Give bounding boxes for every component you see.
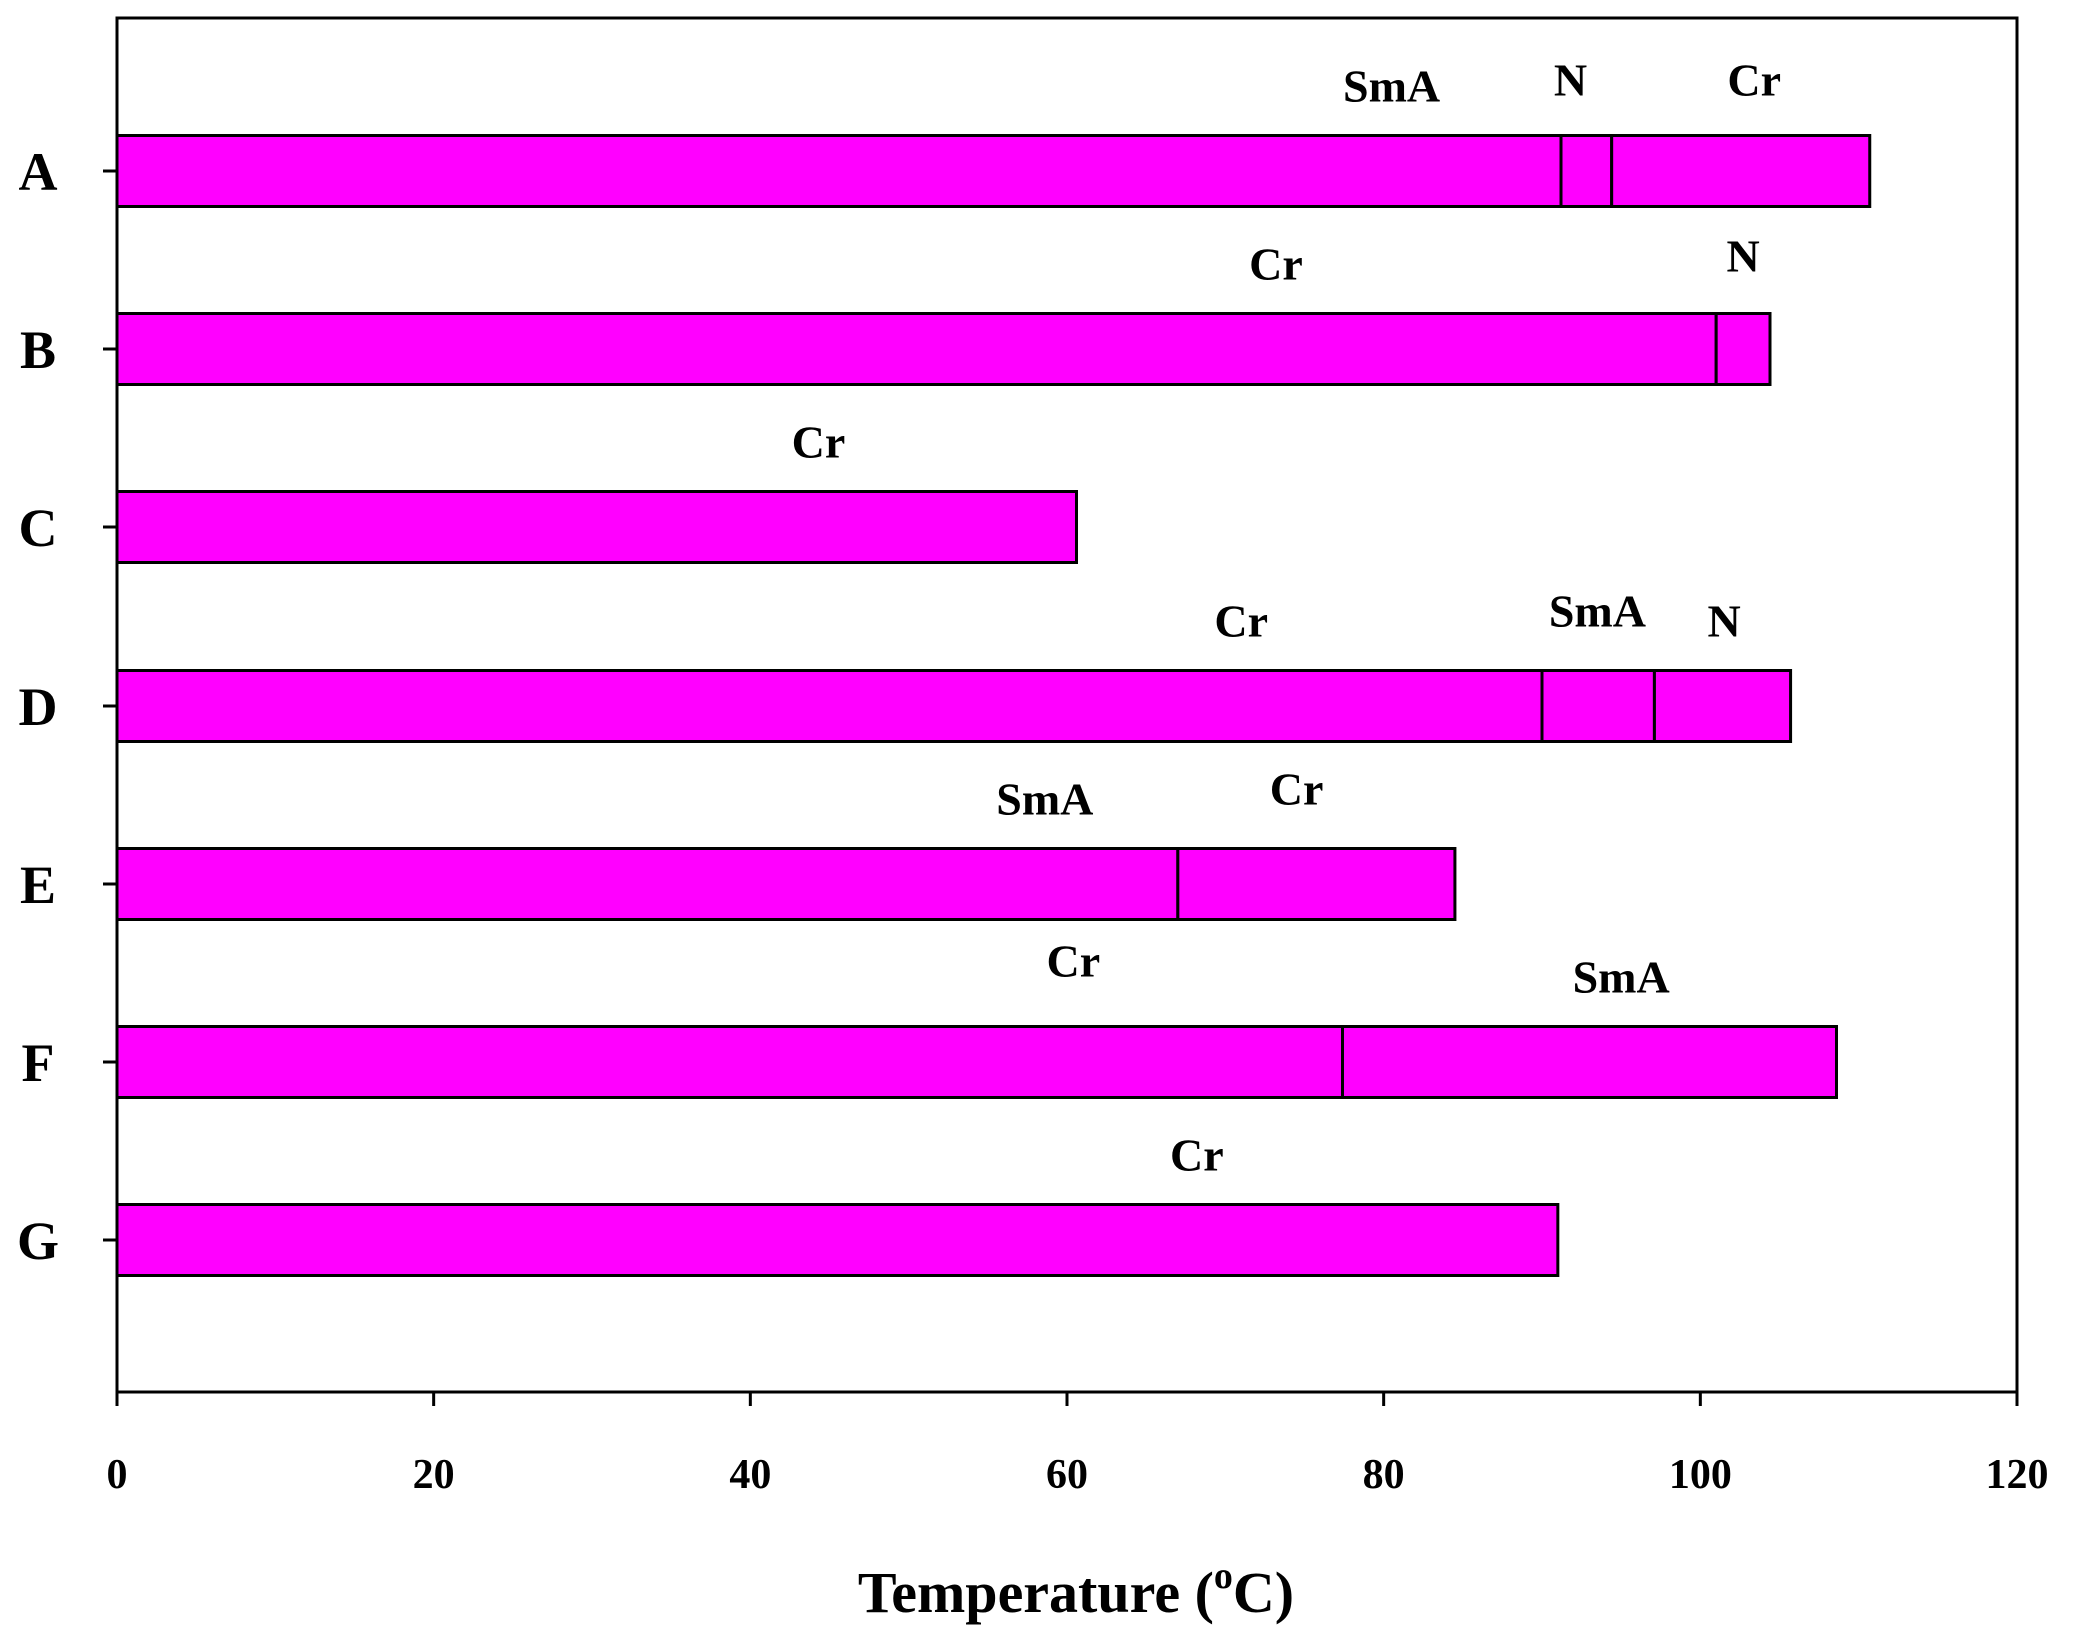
x-tick-label-120: 120 (1986, 1452, 2049, 1498)
bar-segment-C-cr (115, 490, 1078, 564)
bar-segment-A-n (1559, 134, 1614, 208)
ticks-layer (103, 169, 2019, 1406)
bar-segment-E-sma (115, 847, 1180, 921)
phase-label-G-cr: Cr (1170, 1130, 1224, 1181)
y-tick-label-D: D (19, 677, 58, 737)
phase-label-A-sma: SmA (1343, 61, 1440, 112)
bar-segment-F-cr (115, 1025, 1344, 1099)
bar-E (115, 847, 1457, 921)
x-tick-label-80: 80 (1363, 1452, 1405, 1498)
y-tick-label-G: G (17, 1211, 59, 1271)
bars-layer (115, 134, 1872, 1277)
bar-segment-B-n (1714, 312, 1772, 386)
y-tick-label-C: C (19, 498, 58, 558)
bar-segment-D-cr (115, 669, 1544, 743)
bar-C (115, 490, 1078, 564)
phase-label-B-cr: Cr (1249, 239, 1303, 290)
x-axis-title-suffix: C) (1233, 1560, 1294, 1625)
phase-label-A-n: N (1554, 55, 1587, 106)
bar-G (115, 1203, 1560, 1277)
bar-D (115, 669, 1793, 743)
phase-label-F-cr: Cr (1047, 936, 1101, 987)
bar-segment-D-sma (1540, 669, 1656, 743)
x-tick-label-40: 40 (729, 1452, 771, 1498)
phase-label-C-cr: Cr (792, 417, 846, 468)
labels-layer: A B C D E F G 0 20 40 60 80 100 120 SmA N Cr Cr N Cr Cr SmA N S… (17, 55, 2049, 1499)
phase-label-B-n: N (1726, 231, 1759, 282)
bar-segment-A-cr (1610, 134, 1872, 208)
x-axis-title-prefix: Temperature ( (858, 1560, 1214, 1625)
bar-segment-G-cr (115, 1203, 1560, 1277)
y-tick-label-B: B (20, 320, 56, 380)
phase-label-A-cr: Cr (1727, 55, 1781, 106)
bar-B (115, 312, 1772, 386)
bar-segment-A-sma (115, 134, 1563, 208)
x-tick-label-100: 100 (1669, 1452, 1732, 1498)
y-tick-label-F: F (22, 1033, 55, 1093)
bar-F (115, 1025, 1838, 1099)
phase-label-D-sma: SmA (1549, 586, 1646, 637)
bar-A (115, 134, 1872, 208)
bar-segment-E-cr (1176, 847, 1457, 921)
bar-segment-B-cr (115, 312, 1718, 386)
phase-label-E-cr: Cr (1270, 764, 1324, 815)
y-tick-label-A: A (19, 142, 58, 202)
bar-segment-D-n (1652, 669, 1793, 743)
phase-label-D-cr: Cr (1214, 596, 1268, 647)
phase-label-F-sma: SmA (1573, 952, 1670, 1003)
x-tick-label-0: 0 (107, 1452, 128, 1498)
x-axis-title: Temperature (oC) (858, 1555, 1294, 1625)
phase-label-D-n: N (1707, 596, 1740, 647)
phase-label-E-sma: SmA (996, 774, 1093, 825)
x-axis-title-superscript: o (1214, 1555, 1233, 1597)
y-tick-label-E: E (20, 855, 56, 915)
bar-segment-F-sma (1341, 1025, 1838, 1099)
x-tick-label-60: 60 (1046, 1452, 1088, 1498)
x-tick-label-20: 20 (413, 1452, 455, 1498)
